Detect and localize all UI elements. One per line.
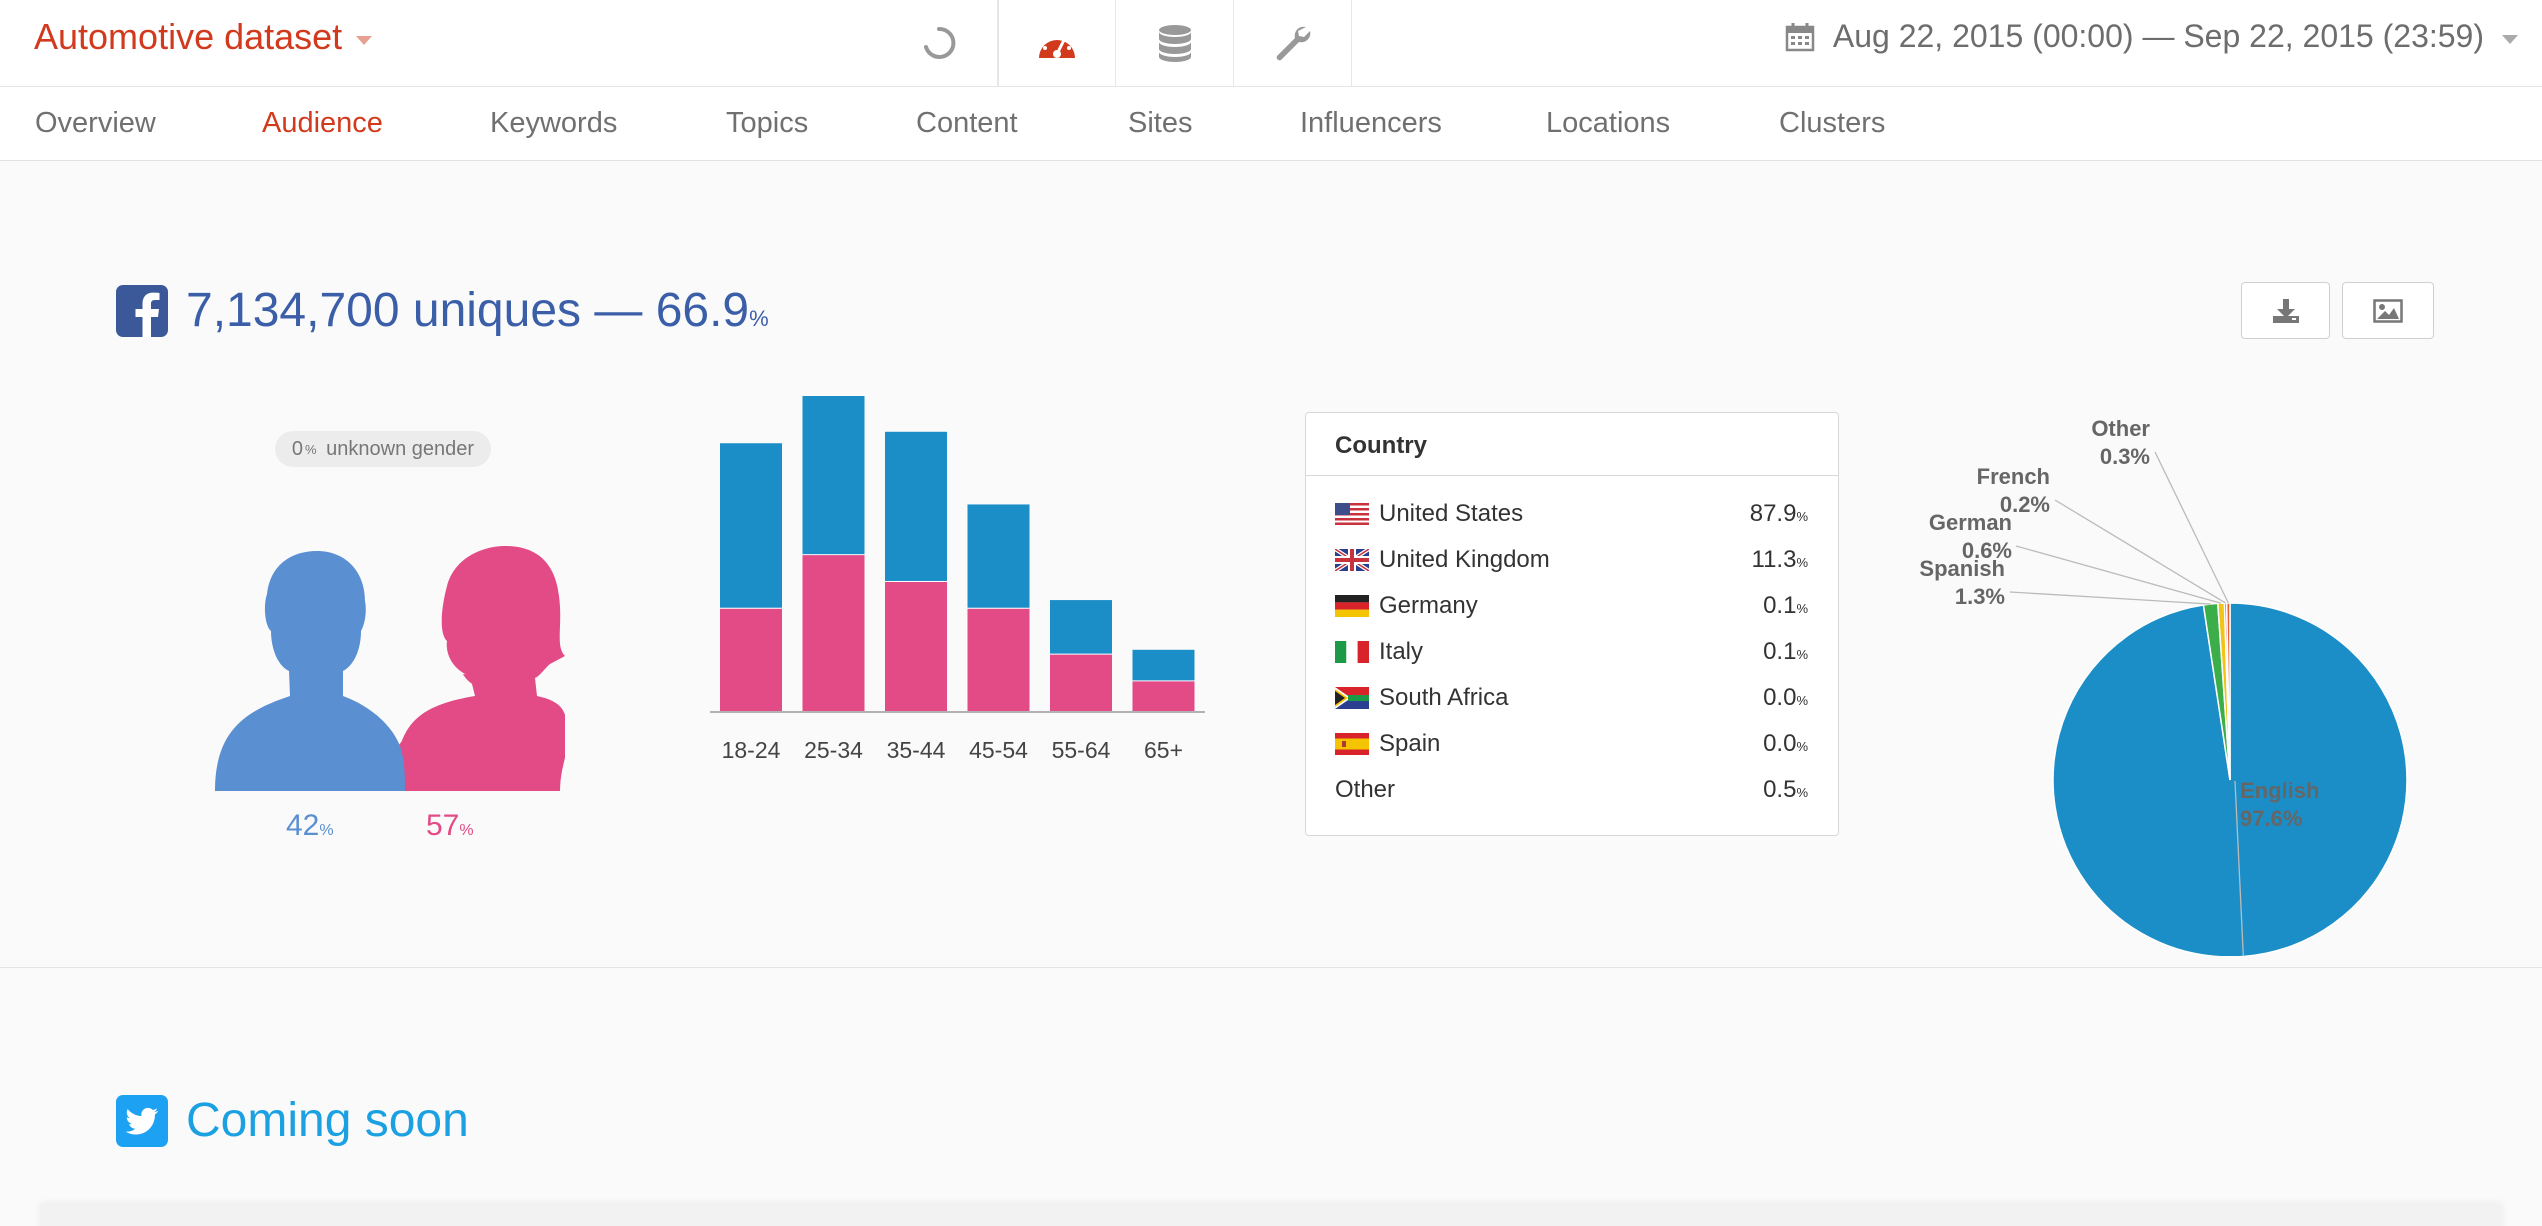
uk-flag-icon [1335,549,1369,571]
date-range-picker[interactable]: Aug 22, 2015 (00:00) — Sep 22, 2015 (23:… [1785,18,2518,55]
bar-segment[interactable] [720,607,782,711]
tab-sites[interactable]: Sites [1128,107,1193,139]
country-table-header: Country [1306,413,1838,476]
settings-button[interactable] [1234,0,1352,86]
male-figure [215,551,405,791]
language-pie-chart: Other 0.3% French 0.2%German 0.6%Spanish 1.3%… [1919,416,2408,956]
twitter-icon [116,1094,168,1147]
tab-locations[interactable]: Locations [1546,107,1671,139]
wrench-icon [1276,26,1310,61]
table-row: Germany 0.1% [1335,588,1808,624]
age-tick-label: 25-34 [804,737,863,763]
country-table: Country United States 87.9% United Kingd… [1305,412,1839,836]
male-percent: 42% [286,809,334,842]
top-bar: Automotive dataset [0,0,2542,87]
tab-influencers[interactable]: Influencers [1300,107,1442,139]
pie-label-value: 0.2% [2000,492,2050,517]
image-icon [2373,298,2403,323]
facebook-header: 7,134,700 uniques — 66.9% [116,283,769,338]
it-flag-icon [1335,641,1369,663]
us-flag-icon [1335,503,1369,525]
tab-topics[interactable]: Topics [726,107,809,139]
download-icon [2272,298,2299,323]
export-image-button[interactable] [2342,282,2434,339]
pie-label-name: German [1929,510,2012,535]
table-row: United States 87.9% [1335,496,1808,532]
dataset-name: Automotive dataset [34,16,343,57]
tab-clusters[interactable]: Clusters [1779,107,1886,139]
tab-audience[interactable]: Audience [262,107,383,139]
dataset-selector[interactable]: Automotive dataset [34,16,373,58]
bar-segment[interactable] [885,431,947,581]
pie-label-value: 0.3% [2100,444,2150,469]
tab-overview[interactable]: Overview [35,107,156,139]
leader-line [2015,545,2222,604]
twitter-header: Coming soon [116,1093,469,1148]
leader-line [2234,780,2244,956]
pie-label-name: Other [2091,416,2150,441]
pie-label-name: English [2240,778,2319,803]
leader-line [2054,499,2226,604]
facebook-icon [116,284,168,337]
bar-segment[interactable] [802,396,865,555]
chevron-down-icon [356,35,373,45]
date-range-text: Aug 22, 2015 (00:00) — Sep 22, 2015 (23:… [1832,18,2484,54]
age-bar-chart: 18-24 25-34 35-44 45-54 55-64 65+ [710,396,1205,763]
facebook-section: 7,134,700 uniques — 66.9% 0% unknown gen… [0,161,2542,968]
dashboard-icon [1039,33,1075,58]
age-tick-label: 45-54 [969,737,1028,763]
toolbar [880,0,1352,86]
next-section-card [40,1205,2502,1226]
leader-line [2154,451,2229,604]
calendar-icon [1785,22,1815,51]
download-button[interactable] [2241,282,2330,339]
bar-segment[interactable] [802,554,865,711]
section-tabs: Overview Audience Keywords Topics Conten… [0,87,2542,161]
chevron-down-icon [2502,35,2518,44]
bar-segment[interactable] [967,504,1030,608]
tab-keywords[interactable]: Keywords [490,107,618,139]
twitter-status: Coming soon [186,1094,469,1147]
age-tick-label: 65+ [1144,737,1183,763]
female-figure [385,546,565,791]
database-icon [1158,25,1191,62]
leader-line [2009,591,2211,605]
bar-segment[interactable] [1050,653,1112,711]
table-row: South Africa 0.0% [1335,680,1808,716]
dashboard-button[interactable] [998,0,1116,86]
pie-label-name: French [1977,464,2050,489]
pie-label-value: 1.3% [1955,584,2005,609]
bar-segment[interactable] [1132,649,1195,681]
table-row: United Kingdom 11.3% [1335,542,1808,578]
table-row: Other 0.5% [1335,776,1808,803]
es-flag-icon [1335,733,1369,755]
gender-chart [215,546,565,791]
uniques-count: 7,134,700 uniques — 66.9% [186,284,769,337]
database-button[interactable] [1116,0,1234,86]
table-row: Italy 0.1% [1335,634,1808,670]
unknown-gender-badge: 0% unknown gender [275,431,491,467]
pie-label-value: 0.6% [1962,538,2012,563]
pie-label-name: Spanish [1919,556,2005,581]
table-row: Spain 0.0% [1335,726,1808,762]
pie-label-value: 97.6% [2240,806,2302,831]
de-flag-icon [1335,595,1369,617]
age-tick-label: 55-64 [1052,737,1111,763]
age-tick-label: 35-44 [887,737,946,763]
bar-segment[interactable] [967,607,1030,711]
tab-content[interactable]: Content [916,107,1018,139]
bar-segment[interactable] [1050,600,1112,654]
bar-segment[interactable] [720,443,782,608]
female-percent: 57% [426,809,474,842]
bar-segment[interactable] [1132,680,1195,711]
za-flag-icon [1335,687,1369,709]
age-tick-label: 18-24 [722,737,781,763]
refresh-icon [924,26,956,59]
bar-segment[interactable] [885,580,947,711]
refresh-button[interactable] [880,0,998,86]
